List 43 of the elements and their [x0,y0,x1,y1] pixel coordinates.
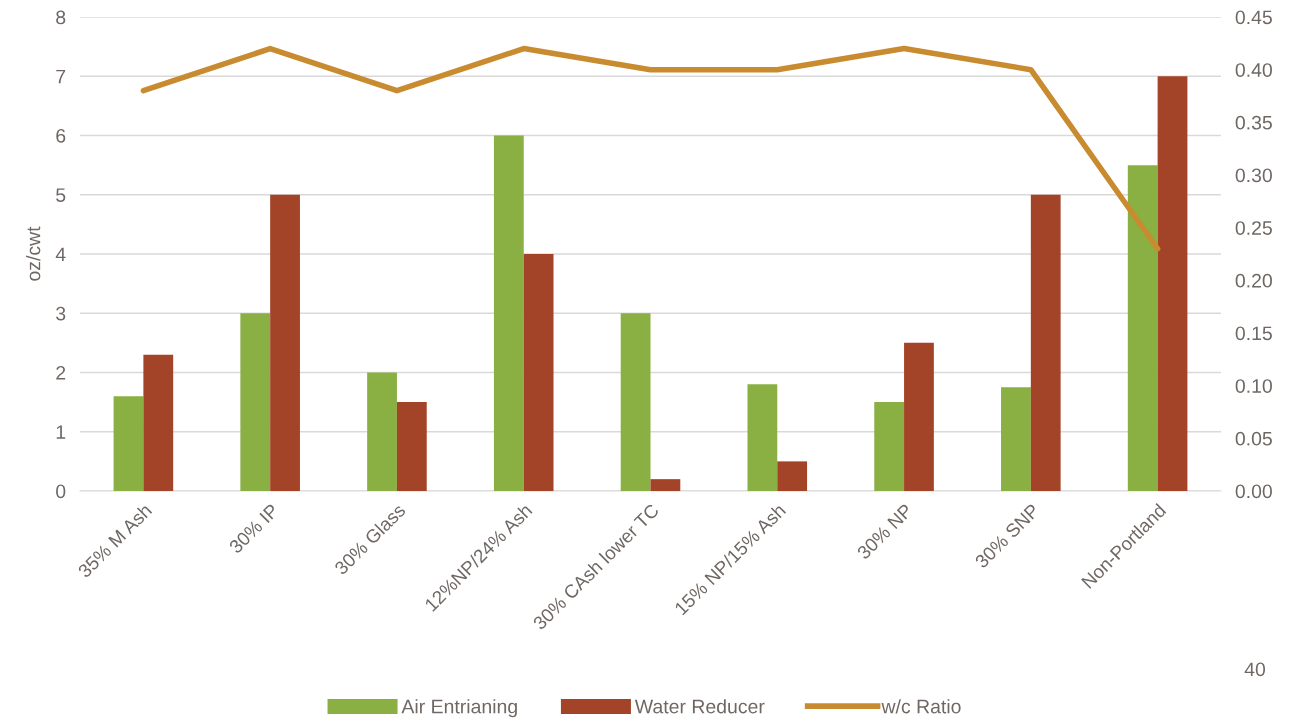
y2-tick-label: 0.30 [1235,168,1272,183]
bar [113,396,144,491]
y-tick-label: 3 [56,306,66,321]
y2-tick-label: 0.00 [1235,484,1272,499]
bar [777,461,808,491]
bar [1030,194,1061,491]
bar [874,402,905,491]
bar [240,313,271,491]
bar [620,313,651,491]
y-tick-label: 5 [56,188,66,202]
bar [650,479,681,491]
y2-tick-label: 0.05 [1235,431,1272,446]
y-tick-label: 7 [56,69,66,84]
bar [1157,76,1188,491]
y2-tick-label: 0.10 [1235,379,1272,393]
bar [143,354,174,491]
bar [1127,165,1158,491]
y-tick-label: 0 [56,484,66,499]
y-tick-label: 2 [56,365,66,380]
legend-label: w/c Ratio [881,699,961,714]
bar [396,402,427,491]
bar [270,194,300,491]
y2-tick-label: 0.45 [1235,10,1272,25]
y2-tick-label: 0.25 [1235,221,1272,235]
text: 40 [1244,662,1266,677]
y2-tick-label: 0.20 [1235,273,1272,288]
bar [747,384,778,491]
y2-tick-label: 0.40 [1235,63,1272,77]
bar [493,135,524,491]
y-tick-label: 8 [56,10,66,25]
y-tick-label: 1 [56,425,66,439]
bar [367,372,397,491]
bar [1001,387,1031,491]
y2-tick-label: 0.15 [1235,326,1272,341]
y2-tick-label: 0.35 [1235,115,1272,130]
y-tick-label: 4 [55,247,66,262]
legend-label: Water Reducer [634,699,765,714]
x-tick-label: 35% M Ash [76,502,153,579]
y-tick-label: 6 [56,128,66,143]
bar [904,342,934,491]
bar [523,254,554,491]
y-axis-title: oz/cwt [26,226,41,281]
legend-label: Air Entrianing [401,699,517,718]
